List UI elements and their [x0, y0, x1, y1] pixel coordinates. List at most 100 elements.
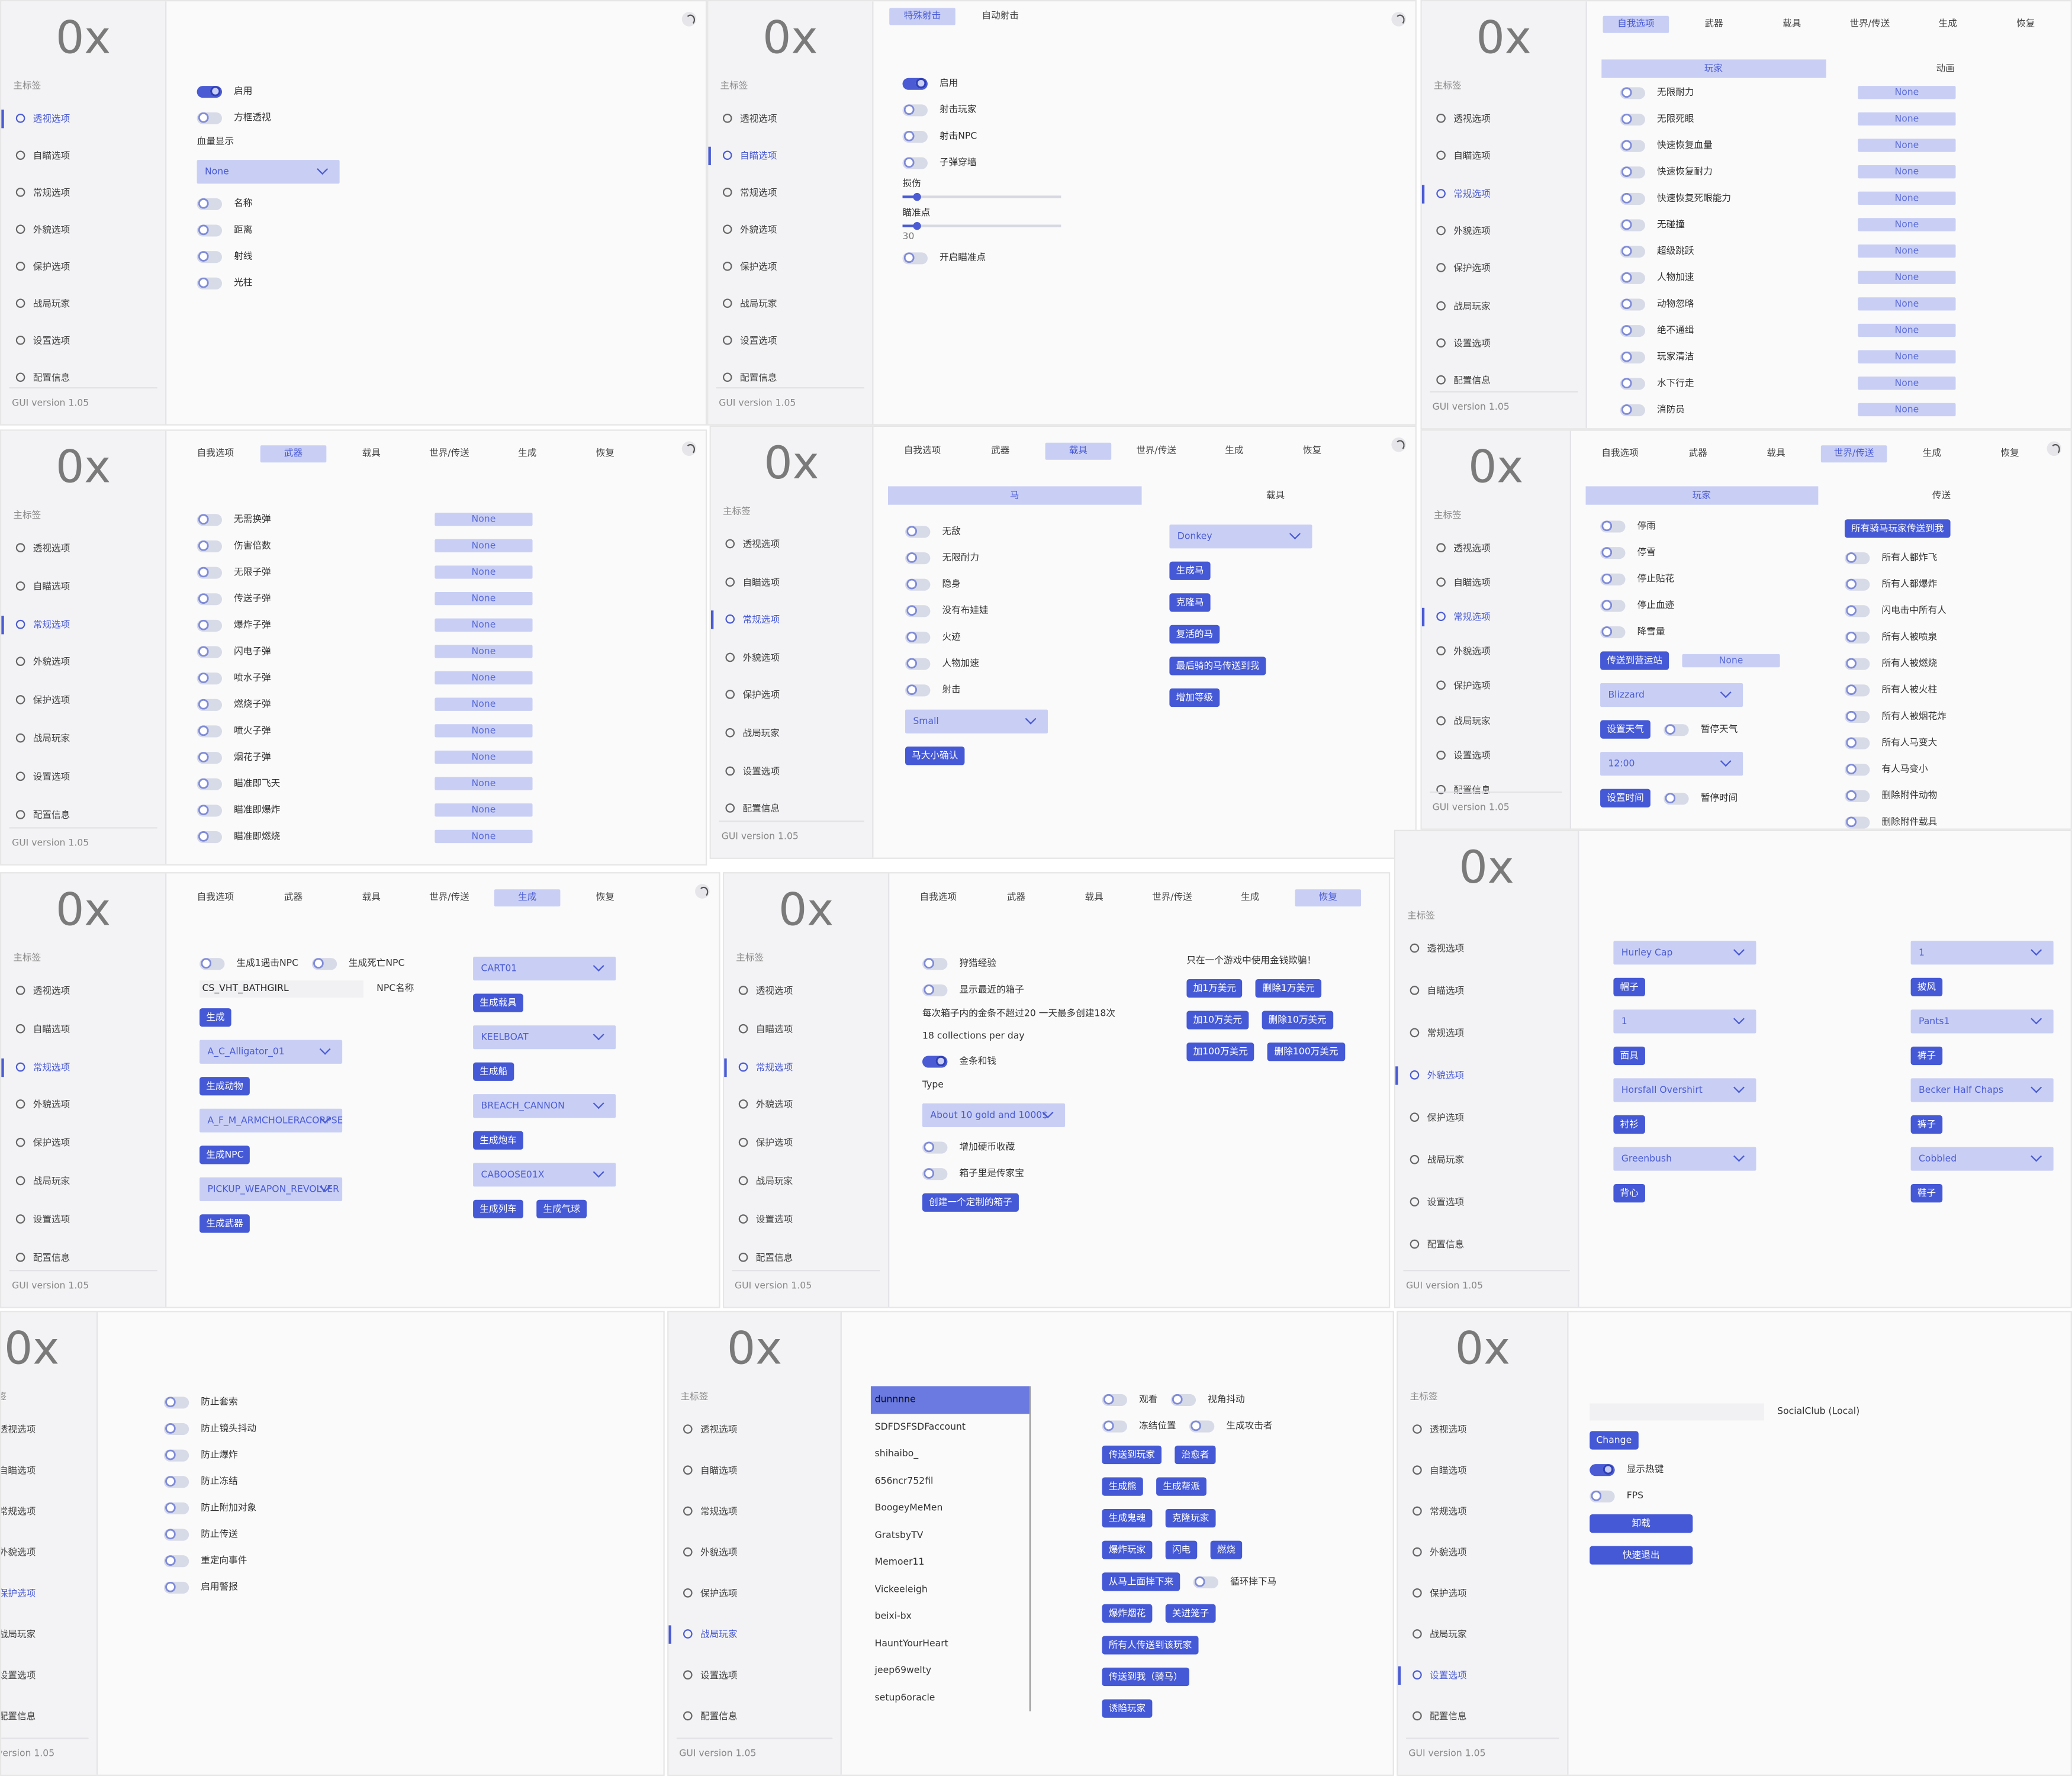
- toggle-switch[interactable]: [902, 130, 928, 142]
- list-item[interactable]: jeep69welty: [874, 1665, 932, 1676]
- list-item[interactable]: dunnnne: [870, 1386, 1029, 1414]
- button[interactable]: 爆炸玩家: [1102, 1540, 1153, 1559]
- menu-item[interactable]: 自瞄选项: [722, 148, 777, 164]
- menu-item[interactable]: 保护选项: [1436, 260, 1491, 276]
- toggle-switch[interactable]: [1845, 604, 1870, 617]
- value-field[interactable]: None: [1858, 403, 1956, 417]
- toggle-switch[interactable]: [1664, 792, 1689, 805]
- value-field[interactable]: None: [1858, 86, 1956, 99]
- tab[interactable]: 恢复: [596, 892, 614, 903]
- menu-item[interactable]: 自瞄选项: [1410, 983, 1464, 999]
- toggle-switch[interactable]: [1620, 139, 1645, 152]
- menu-item[interactable]: 自瞄选项: [738, 1021, 793, 1037]
- button[interactable]: 闪电: [1165, 1540, 1198, 1559]
- toggle-switch[interactable]: [1845, 710, 1870, 722]
- tab[interactable]: 世界/传送: [1849, 18, 1890, 30]
- menu-item[interactable]: 外貌选项: [1410, 1068, 1464, 1084]
- toggle-switch[interactable]: [163, 1581, 189, 1593]
- value-field[interactable]: None: [435, 591, 533, 606]
- toggle-switch[interactable]: [1102, 1420, 1127, 1432]
- menu-item[interactable]: 透视选项: [725, 536, 780, 552]
- menu-item[interactable]: 透视选项: [1436, 540, 1491, 556]
- value-field[interactable]: None: [1858, 350, 1956, 363]
- menu-item[interactable]: 设置选项: [722, 333, 777, 349]
- menu-item[interactable]: 常规选项: [15, 1059, 70, 1075]
- menu-item[interactable]: 自瞄选项: [1436, 575, 1491, 591]
- tab[interactable]: 自我选项: [919, 892, 957, 903]
- tab[interactable]: 特殊射击: [889, 8, 955, 25]
- button[interactable]: 加100万美元: [1186, 1043, 1255, 1061]
- tab[interactable]: 自我选项: [1603, 15, 1669, 33]
- menu-item[interactable]: 外貌选项: [15, 222, 70, 238]
- toggle-switch[interactable]: [163, 1475, 189, 1488]
- tab[interactable]: 自我选项: [903, 445, 941, 456]
- menu-item[interactable]: 外貌选项: [1436, 644, 1491, 660]
- dropdown[interactable]: Pants1: [1910, 1009, 2054, 1034]
- menu-item[interactable]: 透视选项: [683, 1422, 738, 1438]
- menu-item[interactable]: 配置信息: [683, 1709, 738, 1724]
- toggle-switch[interactable]: [197, 539, 222, 552]
- value-field[interactable]: None: [435, 513, 533, 526]
- menu-item[interactable]: 保护选项: [1, 1586, 36, 1602]
- toggle-switch[interactable]: [200, 957, 225, 970]
- menu-item[interactable]: 自瞄选项: [1, 1463, 36, 1479]
- list-item[interactable]: setup6oracle: [874, 1692, 935, 1703]
- menu-item[interactable]: 战局玩家: [683, 1627, 738, 1643]
- toggle-switch[interactable]: [197, 698, 222, 710]
- toggle-switch[interactable]: [1845, 736, 1870, 749]
- menu-item[interactable]: 保护选项: [15, 1135, 70, 1151]
- menu-item[interactable]: 保护选项: [1413, 1586, 1467, 1602]
- button[interactable]: 生成气球: [536, 1199, 587, 1218]
- menu-item[interactable]: 战局玩家: [722, 296, 777, 312]
- value-field[interactable]: None: [1858, 218, 1956, 231]
- menu-item[interactable]: 保护选项: [683, 1586, 738, 1602]
- toggle-switch[interactable]: [311, 957, 337, 970]
- toggle-switch[interactable]: [163, 1555, 189, 1567]
- toggle-switch[interactable]: [1600, 625, 1626, 638]
- toggle-switch[interactable]: [1620, 218, 1645, 231]
- menu-item[interactable]: 透视选项: [1410, 941, 1464, 957]
- tab[interactable]: 自我选项: [197, 892, 234, 903]
- toggle-switch[interactable]: [197, 672, 222, 684]
- menu-item[interactable]: 透视选项: [1413, 1422, 1467, 1438]
- toggle-switch[interactable]: [163, 1422, 189, 1434]
- value-field[interactable]: None: [435, 803, 533, 817]
- list-item[interactable]: Vickeeleigh: [874, 1584, 928, 1595]
- toggle-switch[interactable]: [1620, 112, 1645, 125]
- value-field[interactable]: None: [1858, 139, 1956, 152]
- dropdown[interactable]: About 10 gold and 1000$: [922, 1103, 1066, 1127]
- menu-item[interactable]: 外貌选项: [722, 222, 777, 238]
- button[interactable]: 删除100万美元: [1267, 1043, 1345, 1061]
- theme-toggle[interactable]: [1391, 437, 1406, 452]
- button[interactable]: 生成马: [1169, 561, 1211, 580]
- menu-item[interactable]: 常规选项: [683, 1504, 738, 1520]
- value-field[interactable]: None: [435, 645, 533, 658]
- subtab[interactable]: 玩家: [1585, 486, 1818, 505]
- button[interactable]: 删除10万美元: [1262, 1011, 1333, 1029]
- dropdown[interactable]: A_F_M_ARMCHOLERACORPSE: [200, 1108, 343, 1132]
- menu-item[interactable]: 外貌选项: [738, 1098, 793, 1114]
- toggle-switch[interactable]: [922, 1167, 948, 1180]
- toggle-switch[interactable]: [197, 751, 222, 764]
- button[interactable]: 生成动物: [200, 1077, 250, 1096]
- menu-item[interactable]: 自瞄选项: [15, 578, 70, 594]
- toggle-switch[interactable]: [1845, 551, 1870, 564]
- toggle-switch[interactable]: [905, 604, 931, 617]
- button[interactable]: 设置时间: [1600, 789, 1650, 807]
- button[interactable]: 加10万美元: [1186, 1011, 1249, 1029]
- tab[interactable]: 生成: [1225, 445, 1244, 456]
- button[interactable]: 生成帮派: [1156, 1477, 1206, 1496]
- menu-item[interactable]: 配置信息: [1, 1709, 36, 1724]
- toggle-switch[interactable]: [1620, 166, 1645, 178]
- value-field[interactable]: None: [435, 724, 533, 738]
- menu-item[interactable]: 自瞄选项: [1436, 149, 1491, 165]
- button[interactable]: 复活的马: [1169, 625, 1220, 644]
- toggle-switch[interactable]: [1845, 657, 1870, 670]
- toggle-switch[interactable]: [905, 684, 931, 696]
- text-input[interactable]: [1590, 1403, 1764, 1421]
- menu-item[interactable]: 战局玩家: [738, 1173, 793, 1189]
- button[interactable]: 克隆马: [1169, 593, 1211, 612]
- toggle-switch[interactable]: [1845, 816, 1870, 828]
- toggle-switch[interactable]: [1620, 298, 1645, 310]
- tab[interactable]: 世界/传送: [1136, 445, 1176, 456]
